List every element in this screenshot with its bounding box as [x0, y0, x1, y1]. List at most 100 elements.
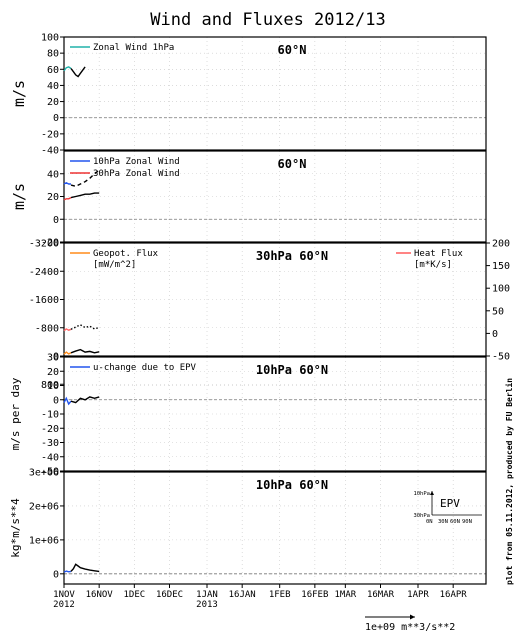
figure-title: Wind and Fluxes 2012/13: [150, 10, 385, 30]
y-tick-label: -20: [41, 129, 59, 140]
y-tick-label: 1e+06: [29, 535, 59, 546]
y-tick-label: -1600: [29, 295, 59, 306]
legend-label: u-change due to EPV: [93, 363, 197, 373]
epv-x-label: 90N: [462, 519, 472, 525]
y-tick-label: 30: [47, 353, 59, 364]
series-line: [63, 351, 72, 355]
x-tick-sublabel: 2013: [196, 600, 218, 610]
panel-frame: [63, 242, 487, 357]
legend-unit: [mW/m^2]: [93, 260, 136, 270]
chart-panel-1: -40 -20 0 20 40 60 80 100 60°N m/s Zonal Wind 1hPa: [10, 33, 487, 157]
y-tick-label: 20: [47, 367, 59, 378]
x-tick-label: 1DEC: [123, 590, 145, 600]
panel-title: 10hPa 60°N: [256, 478, 328, 492]
scale-note-group: 1e+09 m**3/s**2: [365, 614, 455, 633]
y-tick-label: 100: [41, 33, 59, 44]
legend-label: Heat Flux: [414, 249, 463, 259]
panel-title: 60°N: [278, 157, 307, 171]
series-line: [70, 324, 100, 330]
production-note: plot from 05.11.2012, produced by FU Ber…: [504, 378, 514, 585]
x-tick-label: 16APR: [440, 590, 468, 600]
y-tick-label: -10: [41, 410, 59, 421]
y-tick-label: -3200: [29, 239, 59, 250]
scale-arrow-head: [410, 614, 415, 620]
legend-label: 10hPa Zonal Wind: [93, 157, 180, 167]
epv-y-arrow-head: [430, 491, 434, 495]
panel-frame: [63, 36, 487, 151]
chart-panel-3: -3200 -2400 -1600 -800 0 800 -50 0 50 100 150 200 30…: [29, 239, 510, 391]
y2-tick-label: 100: [492, 284, 510, 295]
x-tick-label: 16NOV: [86, 590, 114, 600]
scale-note: 1e+09 m**3/s**2: [365, 622, 455, 633]
epv-x-label: 0N: [426, 519, 433, 525]
x-tick-label: 1NOV: [53, 590, 75, 600]
x-tick-label: 1FEB: [269, 590, 291, 600]
y2-tick-label: 200: [492, 239, 510, 250]
x-tick-label: 16JAN: [229, 590, 256, 600]
y-tick-label: 2e+06: [29, 501, 59, 512]
y-tick-label: 0: [53, 395, 59, 406]
panel-frame: [63, 356, 487, 472]
legend-label: Geopot. Flux: [93, 249, 159, 259]
legend-unit: [m*K/s]: [414, 260, 452, 270]
y-tick-label: -20: [41, 424, 59, 435]
y-tick-label: 0: [53, 569, 59, 580]
y-tick-label: 0: [53, 352, 59, 363]
x-tick-label: 16DEC: [156, 590, 183, 600]
series-line: [70, 66, 86, 78]
series-line: [63, 570, 72, 573]
y-tick-label: -40: [41, 146, 59, 157]
y2-tick-label: 150: [492, 261, 510, 272]
y-tick-label: -20: [41, 238, 59, 249]
y-tick-label: 10: [47, 381, 59, 392]
x-tick-label: 16MAR: [367, 590, 395, 600]
series-line: [63, 66, 72, 72]
series-line: [70, 563, 100, 573]
panel-title: 30hPa 60°N: [256, 249, 328, 263]
y-axis-label: m/s: [10, 183, 28, 210]
y-axis-label: m/s: [10, 80, 28, 107]
series-line: [70, 348, 100, 354]
y2-tick-label: -50: [492, 352, 510, 363]
epv-x-label: 60N: [450, 519, 460, 525]
y-tick-label: 40: [47, 169, 59, 180]
series-line: [70, 169, 100, 188]
y-axis-label: m/s per day: [9, 377, 22, 450]
chart-panel-2: -20 0 20 40 60°N m/s 10hPa Zonal Wind 30hPa Zon…: [10, 150, 487, 249]
x-tick-label: 1MAR: [334, 590, 356, 600]
epv-y-label: 30hPa: [413, 513, 430, 519]
panel-title: 60°N: [278, 43, 307, 57]
panel-title: 10hPa 60°N: [256, 363, 328, 377]
epv-y-label: 10hPa: [413, 491, 430, 497]
y-tick-label: -40: [41, 452, 59, 463]
x-tick-label: 1APR: [407, 590, 429, 600]
y-tick-label: 3e+06: [29, 468, 59, 479]
panel-frame: [63, 471, 487, 585]
legend-label: 30hPa Zonal Wind: [93, 169, 180, 179]
series-line: [70, 396, 100, 404]
series-line: [70, 192, 100, 199]
chart-panel-4: -50 -40 -30 -20 -10 0 10 20 30 10hPa 60°N m/s per …: [9, 353, 487, 478]
y-tick-label: -30: [41, 438, 59, 449]
y2-tick-label: 50: [492, 306, 504, 317]
y-tick-label: 20: [47, 97, 59, 108]
x-tick-label: 16FEB: [301, 590, 328, 600]
y-tick-label: -50: [41, 467, 59, 478]
y-tick-label: 0: [53, 113, 59, 124]
series-line: [63, 328, 72, 332]
series-line: [63, 396, 72, 406]
y-tick-label: -2400: [29, 267, 59, 278]
y-tick-label: 40: [47, 81, 59, 92]
epv-title: EPV: [440, 497, 460, 510]
y-axis-label: kg*m/s**4: [9, 498, 22, 558]
panel-frame: [63, 150, 487, 243]
y-tick-label: -800: [35, 323, 59, 334]
x-tick-sublabel: 2012: [53, 600, 75, 610]
legend-label: Zonal Wind 1hPa: [93, 43, 174, 53]
y-tick-label: 60: [47, 65, 59, 76]
series-line: [63, 196, 72, 201]
y-tick-label: 80: [47, 49, 59, 60]
